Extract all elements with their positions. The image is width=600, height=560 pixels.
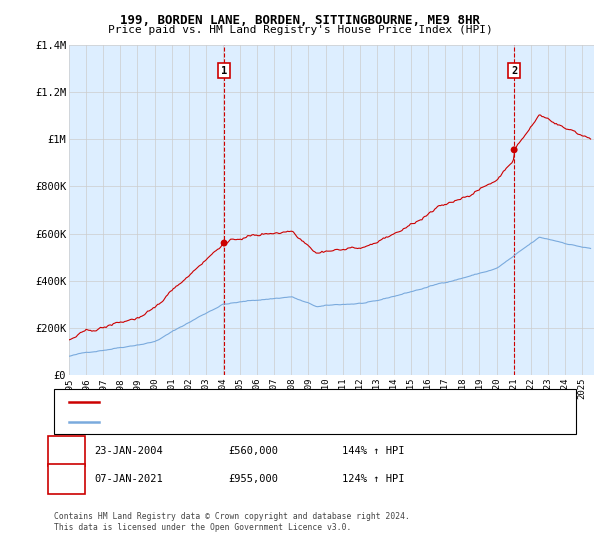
Text: £560,000: £560,000	[228, 446, 278, 456]
Text: 1: 1	[64, 446, 70, 456]
Text: 2: 2	[64, 474, 70, 484]
Text: Price paid vs. HM Land Registry's House Price Index (HPI): Price paid vs. HM Land Registry's House …	[107, 25, 493, 35]
Text: HPI: Average price, detached house, Swale: HPI: Average price, detached house, Swal…	[105, 417, 320, 426]
Text: 199, BORDEN LANE, BORDEN, SITTINGBOURNE, ME9 8HR: 199, BORDEN LANE, BORDEN, SITTINGBOURNE,…	[120, 14, 480, 27]
Text: £955,000: £955,000	[228, 474, 278, 484]
Point	[509, 146, 519, 155]
Text: 144% ↑ HPI: 144% ↑ HPI	[342, 446, 404, 456]
Text: 1: 1	[221, 66, 227, 76]
Text: Contains HM Land Registry data © Crown copyright and database right 2024.
This d: Contains HM Land Registry data © Crown c…	[54, 512, 410, 532]
Text: 199, BORDEN LANE, BORDEN, SITTINGBOURNE, ME9 8HR (detached house): 199, BORDEN LANE, BORDEN, SITTINGBOURNE,…	[105, 397, 446, 406]
Text: 2: 2	[511, 66, 517, 76]
Point	[220, 239, 229, 248]
Text: 07-JAN-2021: 07-JAN-2021	[94, 474, 163, 484]
Text: 124% ↑ HPI: 124% ↑ HPI	[342, 474, 404, 484]
Text: 23-JAN-2004: 23-JAN-2004	[94, 446, 163, 456]
